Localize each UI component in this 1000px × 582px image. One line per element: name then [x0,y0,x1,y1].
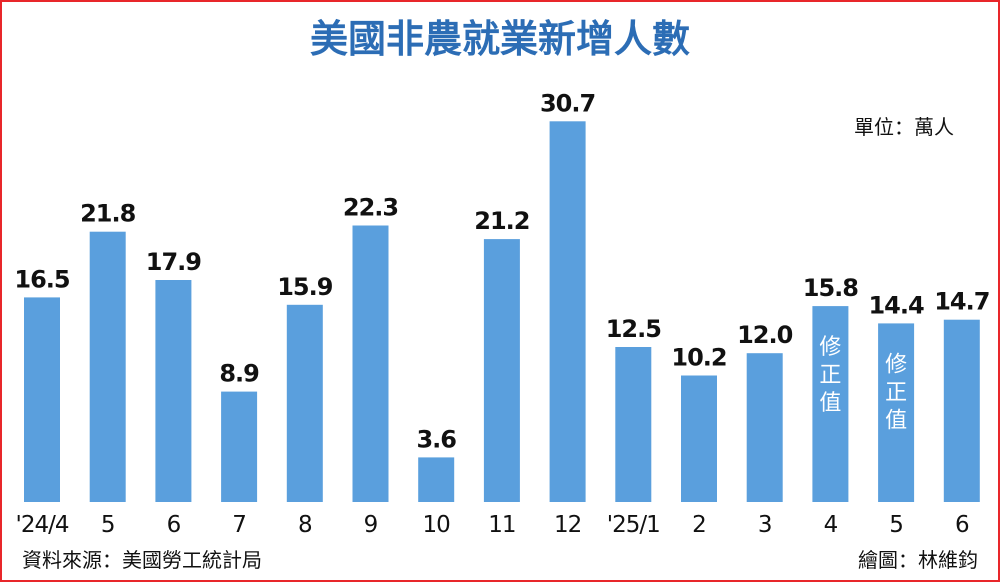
bar-value-label: 21.2 [474,207,529,235]
bar [549,121,586,503]
bar-value-label: 21.8 [80,200,136,228]
x-tick-label: '24/4 [16,512,69,538]
x-tick-label: 7 [232,512,246,538]
bar-value-label: 16.5 [14,265,70,293]
bar-value-label: 3.6 [416,425,456,453]
x-tick-label: 8 [298,512,312,538]
bar-value-label: 14.7 [934,288,989,316]
x-tick-label: 5 [889,512,903,538]
source-label: 資料來源：美國勞工統計局 [22,548,262,572]
credit-label: 繪圖：林維鈞 [858,548,978,572]
x-tick-label: 10 [423,512,451,538]
x-tick-label: 6 [955,512,969,538]
x-tick-label: 12 [554,512,581,538]
bar [812,306,849,502]
x-tick-label: 2 [692,512,706,538]
bar [943,319,980,502]
x-tick-label: 11 [488,512,515,538]
bar-value-label: 22.3 [343,194,398,222]
chart-title: 美國非農就業新增人數 [310,17,690,61]
bar-value-label: 10.2 [671,344,726,372]
revised-value-annotation: 修正值 [885,352,907,433]
x-tick-label: 3 [758,512,772,538]
bar-value-label: 15.8 [803,274,859,302]
bar-value-label: 8.9 [219,360,259,388]
bar-value-label: 17.9 [146,248,202,276]
bar [24,297,60,502]
bar-value-label: 12.5 [606,315,662,343]
bar [878,323,915,502]
bar-value-label: 12.0 [737,321,793,349]
bar [89,231,126,502]
x-tick-label: 4 [824,512,838,538]
revised-value-annotation: 修正值 [819,335,841,416]
bar [746,353,783,502]
x-tick-label: 6 [167,512,181,538]
bar [155,280,192,502]
bar-value-label: 30.7 [540,89,595,117]
x-tick-label: 5 [101,512,115,538]
bar-value-label: 15.9 [277,273,333,301]
bar [352,225,389,502]
bar [483,239,520,502]
unit-label: 單位：萬人 [854,115,954,139]
bar [418,457,455,502]
x-tick-label: '25/1 [607,512,660,538]
bar [615,347,652,502]
bar [221,391,258,502]
bar [681,375,717,502]
bar [286,304,323,502]
bar-value-label: 14.4 [868,291,924,319]
x-tick-label: 9 [364,512,378,538]
bars-group: 16.5'24/421.8517.968.9715.9822.393.61021… [14,89,990,538]
